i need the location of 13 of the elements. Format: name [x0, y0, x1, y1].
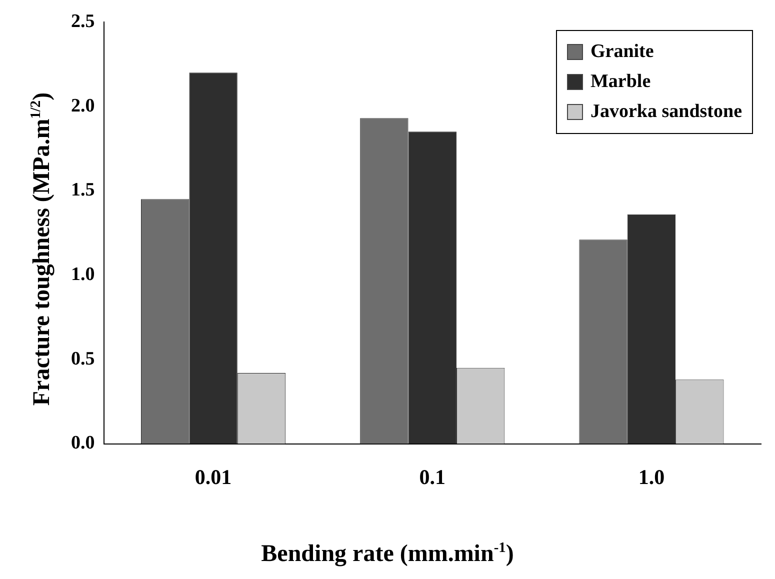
- y-tick-label: 0.0: [71, 432, 95, 454]
- legend-label: Javorka sandstone: [590, 101, 742, 123]
- y-tick-label: 2.0: [71, 95, 95, 116]
- y-tick-label: 1.0: [71, 264, 95, 285]
- x-tick-label: 0.1: [419, 464, 446, 489]
- x-tick-label: 1.0: [638, 464, 665, 489]
- y-tick-label: 0.5: [71, 348, 95, 370]
- legend-label: Marble: [590, 71, 651, 93]
- legend-label: Granite: [590, 41, 654, 63]
- y-tick-label: 2.5: [71, 10, 95, 32]
- y-tick-label: 1.5: [71, 180, 95, 201]
- x-axis-title: Bending rate (mm.min$^{-1}$): [260, 540, 515, 568]
- x-tick-label: 0.01: [194, 464, 232, 489]
